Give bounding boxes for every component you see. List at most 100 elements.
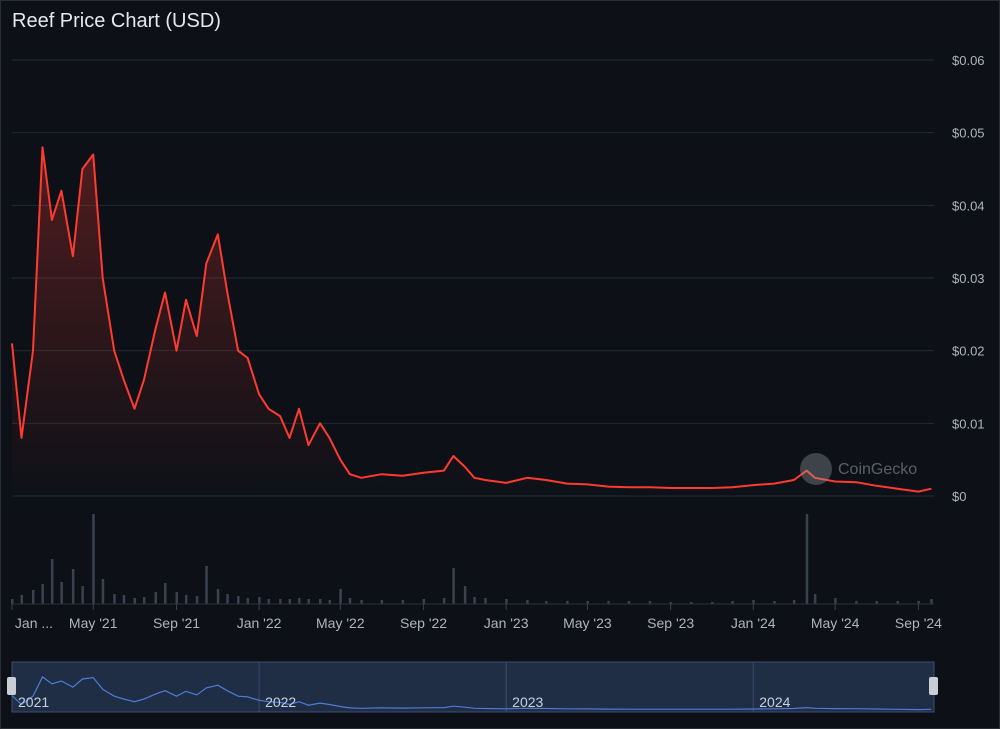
volume-bar	[813, 594, 817, 604]
volume-bar	[380, 600, 384, 604]
volume-bar	[627, 601, 631, 604]
volume-bar	[175, 592, 178, 604]
x-tick-label: May '23	[563, 615, 612, 631]
volume-bar	[319, 599, 322, 604]
y-tick-label: $0.03	[952, 271, 985, 286]
x-tick-label: Sep '21	[153, 615, 200, 631]
navigator-series	[11, 675, 932, 711]
volume-bar	[648, 601, 652, 604]
volume-bar	[710, 602, 714, 604]
volume-bar	[31, 590, 35, 604]
volume-bar	[101, 579, 105, 604]
volume-bar	[855, 601, 858, 604]
volume-bar	[288, 599, 292, 604]
volume-bar	[60, 582, 63, 604]
volume-bar	[669, 602, 673, 604]
volume-bar	[226, 594, 229, 604]
volume-bar	[184, 595, 188, 604]
chart-title: Reef Price Chart (USD)	[12, 10, 221, 32]
y-tick-label: $0.02	[952, 344, 985, 359]
y-tick-label: $0.06	[952, 53, 985, 68]
volume-bar	[545, 601, 548, 604]
volume-bar	[917, 601, 920, 604]
volume-bar	[442, 598, 446, 604]
volume-bar	[731, 601, 734, 604]
x-tick-label: Jan ...	[15, 615, 53, 631]
volume-bar	[237, 596, 240, 604]
navigator-year-label: 2021	[18, 694, 49, 710]
x-tick-label: May '22	[316, 615, 365, 631]
volume-bar	[792, 600, 796, 604]
volume-bar	[526, 600, 529, 604]
volume-bar	[163, 583, 167, 604]
watermark-text: CoinGecko	[838, 461, 917, 478]
price-line[interactable]	[11, 146, 932, 493]
volume-bar	[307, 599, 311, 604]
volume-bar	[122, 595, 126, 604]
volume-bar	[752, 600, 755, 604]
volume-bar	[81, 586, 84, 604]
volume-bar	[143, 597, 146, 604]
volume-bar	[133, 598, 137, 604]
navigator-dividers	[258, 662, 754, 712]
navigator-range[interactable]	[11, 661, 935, 713]
volume-bar	[298, 598, 301, 604]
volume-bar	[339, 589, 342, 604]
x-tick-label: May '24	[811, 615, 860, 631]
coingecko-watermark: CoinGecko	[800, 453, 917, 485]
navigator-year-label: 2023	[512, 694, 543, 710]
volume-bar	[348, 598, 352, 604]
volume-bar	[773, 601, 776, 604]
volume-bar	[205, 566, 208, 604]
price-area	[12, 147, 932, 496]
volume-bar	[195, 596, 199, 604]
volume-bar	[463, 586, 467, 604]
volume-bar	[607, 601, 610, 604]
x-tick-label: Sep '24	[895, 615, 942, 631]
navigator-year-label: 2024	[759, 694, 790, 710]
volume-bar	[896, 601, 899, 604]
volume-bar	[92, 514, 95, 604]
volume-bar	[216, 589, 220, 604]
navigator-year-label: 2022	[265, 694, 296, 710]
navigator[interactable]: 2021 2022 2023 2024	[7, 661, 938, 713]
volume-bar	[422, 599, 426, 604]
volume-bar	[484, 598, 487, 604]
volume-bar	[566, 601, 569, 604]
x-axis: Jan ... May '21 Sep '21 Jan '22 May '22 Sep '…	[11, 604, 942, 631]
volume-bar	[154, 592, 158, 604]
x-tick-label: Jan '24	[731, 615, 776, 631]
volume-bar	[41, 584, 44, 604]
navigator-labels: 2021 2022 2023 2024	[18, 694, 791, 710]
x-tick-label: May '21	[69, 615, 118, 631]
x-tick-label: Sep '23	[647, 615, 694, 631]
y-axis: $0 $0.01 $0.02 $0.03 $0.04 $0.05 $0.06	[952, 53, 985, 504]
volume-bar	[401, 600, 405, 604]
volume-bar	[50, 559, 54, 604]
volume-bar	[279, 599, 282, 604]
volume-bar	[930, 599, 933, 604]
volume-bar	[20, 595, 23, 604]
navigator-right-handle[interactable]	[929, 677, 938, 695]
volume-bar	[328, 600, 331, 604]
volume-bar	[246, 598, 250, 604]
y-tick-label: $0.05	[952, 126, 985, 141]
volume-bar	[875, 601, 878, 604]
volume-bar	[360, 600, 363, 604]
volume-bars	[11, 514, 934, 605]
y-tick-label: $0.01	[952, 416, 985, 431]
volume-bar	[834, 598, 837, 604]
x-tick-label: Jan '22	[237, 615, 282, 631]
volume-bar	[452, 568, 455, 604]
volume-bar	[805, 514, 809, 604]
x-tick-label: Jan '23	[484, 615, 529, 631]
volume-bar	[267, 599, 271, 604]
y-tick-label: $0	[952, 489, 966, 504]
x-tick-label: Sep '22	[400, 615, 447, 631]
volume-bar	[71, 569, 75, 604]
volume-bar	[258, 597, 261, 604]
volume-bar	[11, 599, 14, 604]
navigator-left-handle[interactable]	[7, 677, 16, 695]
volume-bar	[689, 602, 693, 604]
